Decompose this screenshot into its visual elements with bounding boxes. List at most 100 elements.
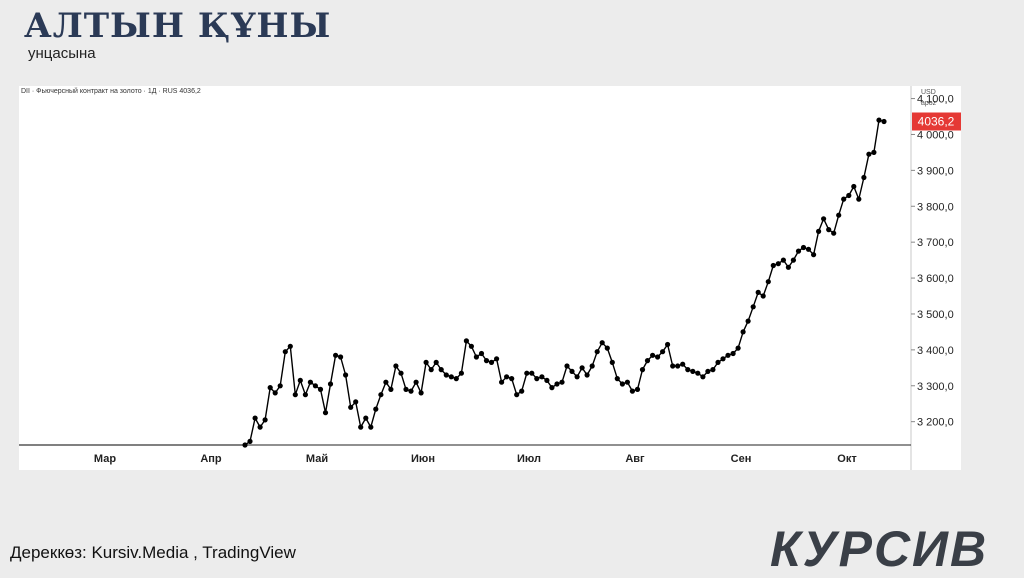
x-tick-label: Авг: [625, 453, 645, 465]
data-point: [629, 388, 636, 394]
data-point: [745, 318, 751, 324]
y-tick-label: 3 400,0: [917, 345, 954, 357]
data-point: [710, 367, 716, 373]
price-series: [19, 117, 887, 448]
data-point: [816, 228, 822, 234]
data-point: [740, 329, 746, 335]
data-point: [881, 118, 887, 125]
data-point: [257, 424, 263, 430]
data-point: [292, 392, 298, 398]
data-point: [871, 149, 877, 155]
data-point: [680, 361, 686, 367]
data-point: [876, 117, 882, 123]
data-point: [574, 374, 580, 380]
data-point: [322, 410, 329, 416]
data-point: [725, 352, 731, 358]
data-point: [468, 343, 474, 349]
data-point: [639, 367, 646, 373]
last-value-badge: 4036,2: [912, 112, 961, 131]
data-point: [599, 340, 605, 346]
data-point: [775, 261, 781, 267]
data-point: [549, 385, 555, 391]
currency-label: USD: [921, 89, 936, 96]
data-point: [539, 374, 545, 380]
data-point: [363, 415, 369, 421]
data-point: [358, 424, 364, 430]
data-point: [327, 381, 334, 387]
y-tick-label: 3 700,0: [917, 237, 954, 249]
data-point: [559, 379, 565, 385]
data-point: [705, 368, 711, 374]
data-point: [443, 372, 449, 378]
data-point: [458, 370, 464, 376]
data-point: [861, 174, 867, 181]
data-point: [609, 359, 615, 365]
gold-price-chart: DII · Фьючерсный контракт на золото · 1Д…: [19, 86, 961, 470]
x-axis-ticks: Мар Апр Май Июн Июл Авг Сен Окт: [94, 453, 857, 465]
y-tick-label: 4 000,0: [917, 129, 954, 141]
data-point: [312, 383, 318, 389]
data-point: [851, 183, 857, 190]
data-point: [589, 363, 595, 369]
data-point: [428, 367, 434, 373]
data-point: [438, 367, 444, 373]
data-point: [544, 377, 550, 383]
data-point: [700, 374, 706, 380]
data-point: [660, 349, 666, 355]
data-point: [614, 376, 620, 382]
data-point: [317, 386, 324, 392]
data-point: [604, 345, 610, 351]
data-point: [378, 392, 384, 398]
y-tick-label: 3 300,0: [917, 381, 954, 393]
data-point: [785, 264, 792, 270]
data-point: [524, 370, 530, 376]
data-point: [388, 386, 394, 392]
data-point: [831, 230, 837, 236]
data-point: [730, 350, 736, 357]
data-point: [448, 374, 454, 380]
y-tick-label: 3 600,0: [917, 273, 954, 285]
x-tick-label: Окт: [837, 453, 857, 465]
data-point: [483, 358, 490, 364]
data-point: [418, 390, 424, 396]
x-tick-label: Апр: [200, 453, 222, 465]
data-point: [338, 354, 344, 360]
data-point: [650, 352, 656, 358]
data-point: [398, 370, 404, 376]
data-point: [755, 289, 761, 295]
last-value-badge-bg: [912, 112, 961, 131]
y-tick-label: 3 200,0: [917, 417, 954, 429]
data-point: [750, 304, 756, 310]
currency-sublabel: apoz: [921, 100, 937, 107]
data-point: [494, 356, 500, 362]
data-point: [529, 370, 535, 376]
data-point: [856, 196, 862, 202]
data-point: [262, 417, 268, 423]
data-point: [554, 381, 560, 387]
chart-panel: DII · Фьючерсный контракт на золото · 1Д…: [19, 86, 961, 470]
data-point: [433, 359, 439, 365]
data-point: [383, 379, 389, 385]
data-point: [564, 363, 570, 369]
data-point: [403, 386, 409, 392]
data-point: [504, 374, 510, 380]
y-tick-label: 4 100,0: [917, 94, 954, 106]
data-point: [514, 392, 520, 398]
data-point: [307, 379, 313, 385]
data-point: [368, 424, 374, 430]
data-point: [685, 367, 691, 373]
page-subtitle: унцасына: [28, 45, 96, 62]
data-point: [665, 341, 671, 348]
data-point: [252, 415, 258, 421]
data-point: [348, 404, 354, 410]
data-point: [770, 262, 776, 269]
y-tick-label: 3 900,0: [917, 165, 954, 177]
data-point: [353, 399, 359, 405]
y-axis-ticks: 3 200,0 3 300,0 3 400,0 3 500,0 3 600,0 3 700…: [911, 94, 954, 429]
data-point: [695, 370, 701, 376]
data-point: [488, 359, 495, 365]
data-point: [765, 279, 771, 285]
data-point: [720, 356, 726, 362]
data-point: [644, 358, 651, 364]
chart-title: DII · Фьючерсный контракт на золото · 1Д…: [21, 87, 201, 95]
